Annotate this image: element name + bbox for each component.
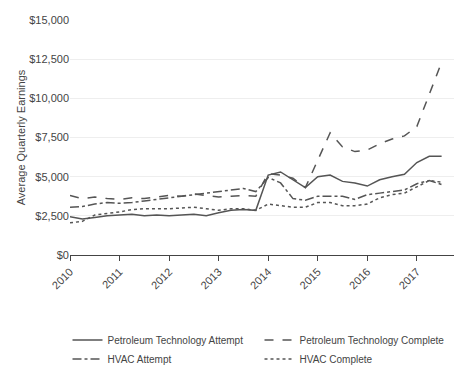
svg-text:$7,500: $7,500 (35, 131, 69, 143)
svg-text:2012: 2012 (149, 266, 175, 292)
svg-text:$12,500: $12,500 (29, 53, 69, 65)
svg-text:$10,000: $10,000 (29, 92, 69, 104)
svg-text:2015: 2015 (297, 266, 323, 292)
svg-text:Average Quarterly Earnings: Average Quarterly Earnings (15, 69, 27, 205)
svg-text:2013: 2013 (198, 266, 224, 292)
svg-text:2014: 2014 (248, 266, 274, 292)
svg-text:Petroleum Technology Attempt: Petroleum Technology Attempt (108, 335, 244, 346)
svg-text:$0: $0 (57, 249, 69, 261)
svg-text:2016: 2016 (347, 266, 373, 292)
svg-text:$2,500: $2,500 (35, 210, 69, 222)
svg-text:HVAC Complete: HVAC Complete (300, 354, 373, 365)
svg-text:$5,000: $5,000 (35, 171, 69, 183)
svg-text:2011: 2011 (100, 266, 125, 291)
svg-text:Petroleum Technology Complete: Petroleum Technology Complete (300, 335, 445, 346)
svg-text:HVAC Attempt: HVAC Attempt (108, 354, 172, 365)
svg-text:2010: 2010 (50, 266, 76, 292)
svg-text:2017: 2017 (396, 266, 422, 292)
svg-text:$15,000: $15,000 (29, 14, 69, 26)
